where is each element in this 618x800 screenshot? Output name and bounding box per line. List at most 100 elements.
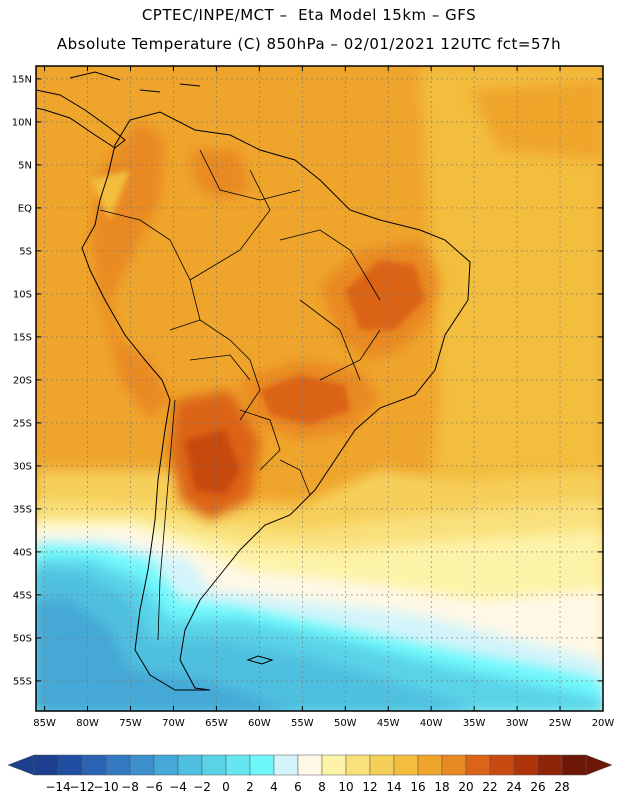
lat-tick-label: 5S (19, 246, 32, 257)
colorbar-swatch (177, 754, 203, 776)
colorbar-swatch (417, 754, 443, 776)
colorbar-tick-label: 18 (434, 780, 449, 794)
lon-tick-label: 60W (248, 718, 271, 729)
colorbar-swatch (105, 754, 131, 776)
colorbar-swatch (465, 754, 491, 776)
colorbar-swatch (441, 754, 467, 776)
colorbar-tick-label: 26 (530, 780, 545, 794)
lon-tick-label: 80W (76, 718, 99, 729)
field-band-m2 (36, 600, 300, 711)
border-bolivia (169, 319, 251, 381)
colorbar-tick-label: 2 (246, 780, 254, 794)
longitude-axis: 85W 80W 75W 70W 65W 60W 55W 50W 45W 40W 35W 30W 25W 2… (33, 66, 614, 729)
colorbar-min-arrow (7, 754, 35, 776)
field-hot-argentina-core (185, 430, 240, 495)
coastlines (36, 71, 471, 691)
colorbar-swatch (561, 754, 587, 776)
colorbar-swatch (513, 754, 539, 776)
border-paraguay (239, 409, 281, 471)
colorbar-tick-label: −8 (121, 780, 139, 794)
lon-tick-label: 75W (119, 718, 142, 729)
lat-tick-label: 5N (18, 160, 32, 171)
colorbar-tick-label: 20 (458, 780, 473, 794)
map-frame (35, 65, 604, 712)
colorbar-swatch (345, 754, 371, 776)
chart-title-line2: Absolute Temperature (C) 850hPa – 02/01/… (56, 35, 562, 53)
colorbar (7, 754, 613, 776)
colorbar-tick-label: −4 (169, 780, 187, 794)
colorbar-swatch (393, 754, 419, 776)
central-america-coastline (36, 89, 126, 149)
colorbar-swatch (369, 754, 395, 776)
colorbar-swatch (537, 754, 563, 776)
border-argentina-chile (157, 399, 176, 641)
lon-tick-label: 65W (205, 718, 228, 729)
caribbean-islands (69, 71, 201, 93)
colorbar-swatch (249, 754, 275, 776)
lat-tick-label: 15N (12, 74, 32, 85)
colorbar-tick-label: 28 (554, 780, 569, 794)
falkland-islands (246, 655, 274, 665)
lon-tick-label: 20W (592, 718, 615, 729)
lon-tick-label: 50W (334, 718, 357, 729)
colorbar-swatch (129, 754, 155, 776)
colorbar-swatch (321, 754, 347, 776)
colorbar-swatch (57, 754, 83, 776)
lon-tick-label: 30W (506, 718, 529, 729)
colorbar-tick-label: 22 (482, 780, 497, 794)
colorbar-tick-label: 12 (362, 780, 377, 794)
field-hot-se-brazil-core (260, 375, 350, 425)
colorbar-swatch (201, 754, 227, 776)
lon-tick-label: 25W (549, 718, 572, 729)
lon-tick-label: 85W (33, 718, 56, 729)
colorbar-tick-label: −14 (45, 780, 70, 794)
lat-tick-label: 10S (13, 289, 32, 300)
lat-tick-label: 45S (13, 590, 32, 601)
lat-tick-label: 20S (13, 375, 32, 386)
colorbar-tick-label: −6 (145, 780, 163, 794)
colorbar-swatch (33, 754, 59, 776)
lat-tick-label: 55S (13, 676, 32, 687)
field-colombia-cool (90, 170, 130, 220)
lon-tick-label: 40W (420, 718, 443, 729)
lon-tick-label: 35W (463, 718, 486, 729)
colorbar-tick-label: 16 (410, 780, 425, 794)
lon-tick-label: 45W (377, 718, 400, 729)
colorbar-swatch (489, 754, 515, 776)
field-venezuela-warm (190, 150, 250, 200)
lat-tick-label: 40S (13, 547, 32, 558)
lon-tick-label: 55W (291, 718, 314, 729)
colorbar-swatch (297, 754, 323, 776)
lat-tick-label: 30S (13, 461, 32, 472)
colorbar-swatch (225, 754, 251, 776)
colorbar-tick-label: 14 (386, 780, 401, 794)
colorbar-tick-label: −10 (93, 780, 118, 794)
colorbar-tick-label: 0 (222, 780, 230, 794)
colorbar-tick-label: 8 (318, 780, 326, 794)
colorbar-tick-label: −2 (193, 780, 211, 794)
lat-tick-label: 10N (12, 117, 32, 128)
colorbar-tick-label: 4 (270, 780, 278, 794)
south-america-coastline (81, 111, 471, 691)
border-brazil-states (279, 229, 381, 381)
chart-title-line1: CPTEC/INPE/MCT – Eta Model 15km – GFS (141, 6, 477, 24)
lat-tick-label: 35S (13, 504, 32, 515)
colorbar-swatch (81, 754, 107, 776)
temperature-field (36, 66, 603, 711)
colorbar-tick-label: 6 (294, 780, 302, 794)
lat-tick-label: EQ (18, 203, 32, 214)
lat-tick-label: 15S (13, 332, 32, 343)
latitude-axis: 15N 10N 5N EQ 5S 10S 15S 20S 25S 30S 35S 40S 45S 50S 5… (12, 74, 603, 687)
colorbar-max-arrow (585, 754, 613, 776)
field-atlantic-18 (470, 80, 603, 160)
border-venezuela-guyana (199, 149, 301, 201)
colorbar-labels: −14−12−10 −8 −6 −4 −2 0 2 4 6 8 10 12 14 16 18 20 22 24 26… (45, 780, 569, 794)
field-atlantic-16 (420, 66, 603, 500)
colorbar-tick-label: 10 (338, 780, 353, 794)
colorbar-tick-label: −12 (69, 780, 94, 794)
border-peru-colombia (99, 209, 191, 281)
field-hot-ne-brazil-core (345, 260, 425, 330)
lat-tick-label: 25S (13, 418, 32, 429)
border-uruguay (279, 459, 311, 496)
